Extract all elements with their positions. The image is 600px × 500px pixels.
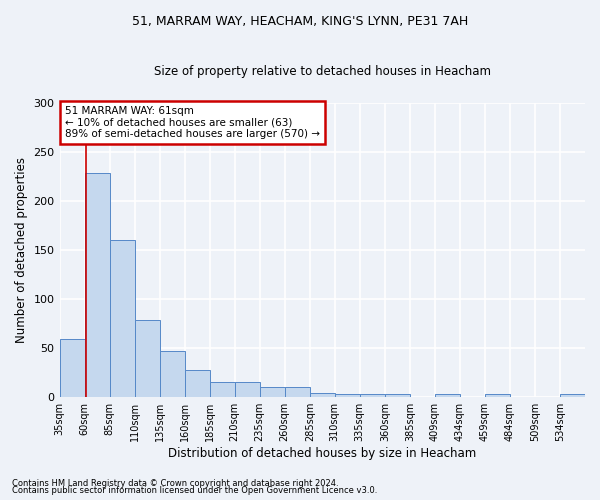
Bar (360, 394, 385, 397)
Text: Contains public sector information licensed under the Open Government Licence v3: Contains public sector information licen… (12, 486, 377, 495)
Bar (285, 388, 310, 397)
Bar (85, 174, 110, 397)
Bar (110, 240, 134, 397)
Bar (385, 394, 410, 397)
Bar (160, 351, 185, 397)
Text: 51, MARRAM WAY, HEACHAM, KING'S LYNN, PE31 7AH: 51, MARRAM WAY, HEACHAM, KING'S LYNN, PE… (132, 15, 468, 28)
Bar (134, 320, 160, 397)
Text: Contains HM Land Registry data © Crown copyright and database right 2024.: Contains HM Land Registry data © Crown c… (12, 478, 338, 488)
Bar (209, 382, 235, 397)
Bar (435, 394, 460, 397)
Bar (59, 340, 85, 397)
Bar (260, 388, 285, 397)
Y-axis label: Number of detached properties: Number of detached properties (15, 157, 28, 343)
Title: Size of property relative to detached houses in Heacham: Size of property relative to detached ho… (154, 65, 491, 78)
Bar (335, 394, 360, 397)
Bar (235, 382, 260, 397)
Bar (185, 370, 209, 397)
Bar (560, 394, 585, 397)
Bar (310, 394, 335, 397)
X-axis label: Distribution of detached houses by size in Heacham: Distribution of detached houses by size … (168, 447, 476, 460)
Bar (485, 394, 510, 397)
Text: 51 MARRAM WAY: 61sqm
← 10% of detached houses are smaller (63)
89% of semi-detac: 51 MARRAM WAY: 61sqm ← 10% of detached h… (65, 106, 320, 139)
